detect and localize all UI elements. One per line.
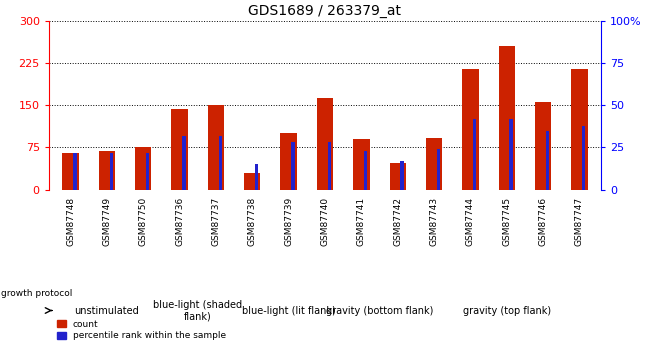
Bar	[473, 119, 476, 190]
Text: GSM87747: GSM87747	[575, 197, 584, 246]
Bar	[208, 105, 224, 190]
Bar	[499, 46, 515, 190]
Bar	[535, 102, 551, 190]
Bar	[183, 136, 186, 190]
Bar	[328, 142, 331, 190]
Text: GSM87744: GSM87744	[466, 197, 475, 246]
Bar	[291, 142, 294, 190]
Bar	[255, 165, 258, 190]
Bar	[99, 151, 115, 190]
Text: blue-light (shaded
flank): blue-light (shaded flank)	[153, 300, 242, 321]
Bar	[353, 139, 370, 190]
Bar	[437, 149, 440, 190]
Text: GSM87748: GSM87748	[66, 197, 75, 246]
Bar	[582, 126, 586, 190]
Legend: count, percentile rank within the sample: count, percentile rank within the sample	[57, 320, 226, 341]
Title: GDS1689 / 263379_at: GDS1689 / 263379_at	[248, 4, 402, 18]
Text: GSM87739: GSM87739	[284, 197, 293, 246]
Bar	[400, 161, 404, 190]
Text: GSM87749: GSM87749	[103, 197, 111, 246]
Bar	[280, 134, 297, 190]
Text: GSM87742: GSM87742	[393, 197, 402, 246]
Bar	[218, 136, 222, 190]
Bar	[73, 152, 77, 190]
Text: GSM87745: GSM87745	[502, 197, 512, 246]
Text: gravity (bottom flank): gravity (bottom flank)	[326, 306, 433, 315]
Text: unstimulated: unstimulated	[75, 306, 139, 315]
Bar	[546, 131, 549, 190]
Bar	[462, 69, 478, 190]
Text: GSM87740: GSM87740	[320, 197, 330, 246]
Text: growth protocol: growth protocol	[1, 289, 73, 298]
Text: GSM87736: GSM87736	[175, 197, 184, 246]
Text: blue-light (lit flank): blue-light (lit flank)	[242, 306, 335, 315]
Text: GSM87746: GSM87746	[539, 197, 547, 246]
Bar	[426, 138, 442, 190]
Bar	[317, 98, 333, 190]
Bar	[146, 152, 150, 190]
Text: GSM87741: GSM87741	[357, 197, 366, 246]
Bar	[135, 148, 151, 190]
Text: GSM87738: GSM87738	[248, 197, 257, 246]
Bar	[510, 119, 513, 190]
Bar	[62, 153, 79, 190]
Bar	[389, 163, 406, 190]
Bar	[364, 151, 367, 190]
Bar	[172, 109, 188, 190]
Text: GSM87737: GSM87737	[211, 197, 220, 246]
Text: GSM87750: GSM87750	[138, 197, 148, 246]
Text: gravity (top flank): gravity (top flank)	[463, 306, 551, 315]
Bar	[571, 69, 588, 190]
Text: GSM87743: GSM87743	[430, 197, 439, 246]
Bar	[110, 152, 113, 190]
Bar	[244, 173, 261, 190]
